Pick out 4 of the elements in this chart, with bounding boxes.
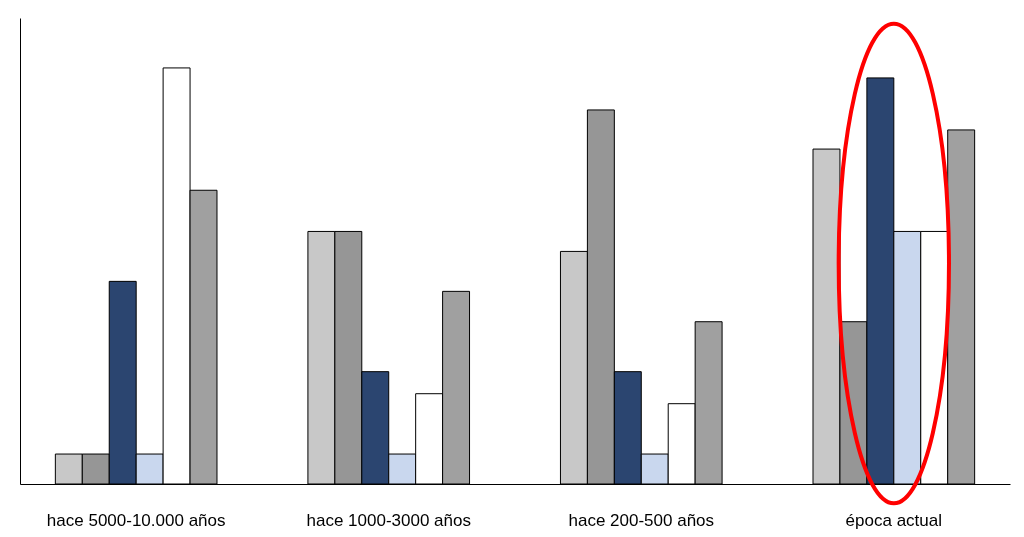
x-tick-label: época actual [845,510,943,530]
x-tick-label: hace 1000-3000 años [306,510,471,530]
x-tick-label: hace 200-500 años [568,510,715,530]
x-tick-label: hace 5000-10.000 años [46,510,226,530]
